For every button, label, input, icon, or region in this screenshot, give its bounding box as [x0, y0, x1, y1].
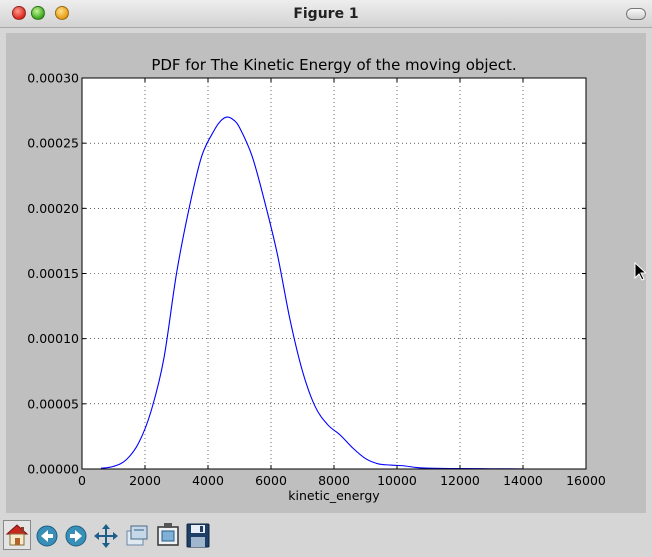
x-tick-label: 4000	[192, 473, 224, 488]
zoom-button[interactable]	[123, 520, 151, 550]
navigation-toolbar	[0, 516, 652, 557]
window-titlebar: Figure 1	[0, 0, 652, 28]
y-tick-label: 0.00000	[27, 462, 79, 477]
maximize-window-button[interactable]	[55, 6, 69, 20]
back-arrow-icon	[36, 525, 58, 547]
y-tick-label: 0.00010	[27, 331, 79, 346]
y-tick-label: 0.00025	[27, 136, 79, 151]
y-tick-label: 0.00020	[27, 201, 79, 216]
chart: 0 2000 4000 6000 8000 10000 12000 14000 16000 0.0…	[27, 56, 606, 503]
x-tick-label: 16000	[566, 473, 606, 488]
x-tick-label: 2000	[129, 473, 161, 488]
x-tick-label: 0	[78, 473, 86, 488]
save-button[interactable]	[184, 520, 212, 550]
x-tick-label: 6000	[255, 473, 287, 488]
zoom-rect-icon	[126, 525, 148, 546]
back-button[interactable]	[33, 520, 61, 550]
x-tick-label: 12000	[440, 473, 480, 488]
mouse-cursor-icon	[634, 262, 646, 281]
x-tick-label: 8000	[318, 473, 350, 488]
window-title: Figure 1	[293, 6, 359, 22]
x-tick-label: 14000	[503, 473, 543, 488]
forward-button[interactable]	[62, 520, 90, 550]
home-icon	[5, 524, 29, 546]
configure-subplots-icon	[157, 523, 179, 546]
close-window-button[interactable]	[12, 6, 26, 20]
y-tick-label: 0.00005	[27, 396, 79, 411]
series-line	[100, 116, 524, 470]
y-tick-label: 0.00015	[27, 266, 79, 281]
x-tick-label: 10000	[377, 473, 417, 488]
home-button[interactable]	[3, 520, 31, 550]
minimize-window-button[interactable]	[31, 6, 45, 20]
subplots-button[interactable]	[154, 520, 182, 550]
toolbar-toggle-button[interactable]	[626, 8, 646, 20]
y-tick-label: 0.00030	[27, 71, 79, 86]
pan-button[interactable]	[92, 520, 120, 550]
chart-title: PDF for The Kinetic Energy of the moving…	[151, 56, 516, 74]
x-axis-label: kinetic_energy	[288, 488, 380, 503]
move-arrows-icon	[94, 524, 118, 548]
floppy-disk-icon	[186, 523, 210, 548]
forward-arrow-icon	[65, 525, 87, 547]
figure-canvas[interactable]: 0 2000 4000 6000 8000 10000 12000 14000 16000 0.0…	[6, 33, 646, 513]
